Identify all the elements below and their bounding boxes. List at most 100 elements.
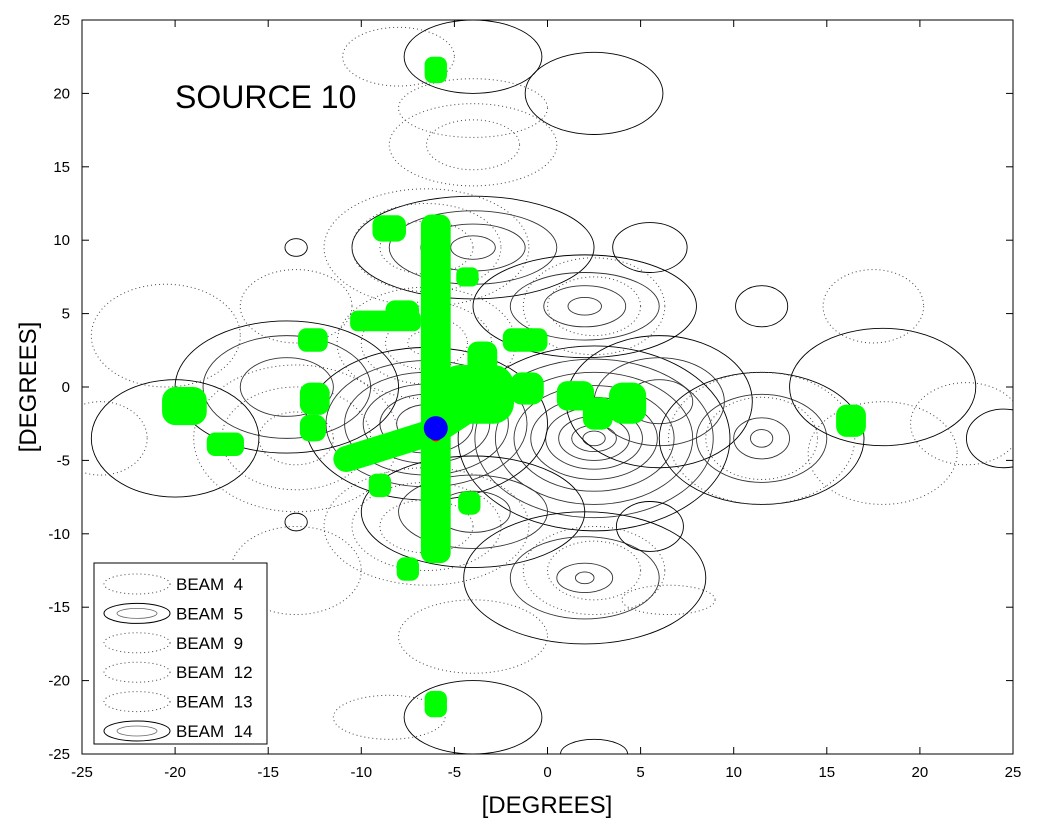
marker-layer xyxy=(423,416,448,442)
y-tick-label: -15 xyxy=(48,599,70,616)
x-tick-label: 15 xyxy=(818,764,835,781)
chart-title: SOURCE 10 xyxy=(175,79,356,115)
x-axis-label: [DEGREES] xyxy=(482,792,613,819)
green-region xyxy=(396,557,420,581)
green-region xyxy=(368,473,392,498)
contour-line xyxy=(239,357,334,417)
contour-line xyxy=(284,512,308,532)
contour-line xyxy=(522,257,666,356)
green-region xyxy=(297,328,328,352)
contour-line xyxy=(696,393,828,483)
y-tick-label: -20 xyxy=(48,673,70,690)
x-tick-label: 25 xyxy=(1005,764,1022,781)
legend-entry-label: BEAM 5 xyxy=(176,604,243,623)
contour-line xyxy=(556,562,614,593)
contour-line xyxy=(547,276,642,337)
legend-swatch xyxy=(103,602,171,624)
legend-entry-label: BEAM 14 xyxy=(176,722,253,741)
contour-line xyxy=(379,220,474,275)
legend-entry-label: BEAM 9 xyxy=(176,634,243,653)
contour-line xyxy=(612,222,688,273)
contour-line xyxy=(822,269,925,344)
contour-line xyxy=(509,536,660,620)
legend-swatch xyxy=(116,725,158,737)
x-tick-label: -5 xyxy=(448,764,461,781)
contour-line xyxy=(403,20,543,94)
contour-line xyxy=(733,417,791,460)
legend-swatch xyxy=(103,632,171,654)
green-region xyxy=(299,382,330,415)
green-region xyxy=(420,480,451,564)
contour-line xyxy=(789,327,977,447)
contour-line xyxy=(615,501,684,552)
x-tick-label: -10 xyxy=(350,764,372,781)
contour-line xyxy=(342,26,455,87)
contour-line xyxy=(543,285,627,328)
contour-line xyxy=(332,694,446,740)
contour-line xyxy=(910,382,1013,466)
contour-line xyxy=(567,297,602,316)
x-tick-label: 0 xyxy=(543,764,551,781)
x-tick-label: 20 xyxy=(912,764,929,781)
contour-line xyxy=(388,103,558,187)
green-region xyxy=(456,267,479,287)
y-tick-label: 5 xyxy=(62,306,70,323)
contour-line xyxy=(621,584,716,616)
contour-line xyxy=(425,119,521,171)
x-tick-label: -20 xyxy=(164,764,186,781)
y-tick-label: 15 xyxy=(53,159,70,176)
x-tick-label: -15 xyxy=(257,764,279,781)
contour-line xyxy=(472,254,697,359)
contour-line xyxy=(966,408,1013,469)
y-tick-label: 10 xyxy=(53,232,70,249)
y-tick-label: 25 xyxy=(53,12,70,29)
legend-swatch xyxy=(103,573,171,595)
green-region xyxy=(299,414,326,442)
green-region xyxy=(476,369,507,399)
contour-line xyxy=(513,385,675,492)
green-region xyxy=(467,341,498,374)
contour-line xyxy=(351,481,502,572)
legend-swatch xyxy=(103,691,171,713)
contour-line xyxy=(807,401,958,505)
green-region xyxy=(502,328,548,352)
contour-line xyxy=(582,430,606,447)
y-tick-label: -5 xyxy=(57,452,70,469)
contour-line xyxy=(174,320,399,454)
contour-line xyxy=(351,203,502,293)
y-axis-label: [DEGREES] xyxy=(15,322,42,453)
green-region xyxy=(424,56,447,84)
green-region xyxy=(385,300,420,327)
green-region xyxy=(162,387,207,426)
legend-swatch xyxy=(103,661,171,683)
x-tick-label: 10 xyxy=(725,764,742,781)
y-tick-label: 20 xyxy=(53,85,70,102)
contour-line xyxy=(668,371,856,505)
green-region xyxy=(582,397,613,430)
contour-line xyxy=(398,474,548,549)
legend-entry-label: BEAM 4 xyxy=(176,575,243,594)
contour-line xyxy=(398,599,548,674)
green-region xyxy=(424,690,447,718)
contour-line xyxy=(735,285,789,328)
contour-line xyxy=(398,78,548,138)
contour-line xyxy=(82,401,148,476)
contour-line xyxy=(463,511,707,645)
green-region xyxy=(608,382,647,424)
y-tick-label: -25 xyxy=(48,746,70,763)
contour-line xyxy=(522,525,666,616)
legend-box xyxy=(93,562,268,745)
contour-line xyxy=(457,345,731,532)
y-tick-label: -10 xyxy=(48,526,70,543)
contour-line xyxy=(494,371,694,505)
legend: BEAM 4 BEAM 5 BEAM 9 BEAM 12 BEAM 13 BEAM 14 xyxy=(93,562,268,745)
contour-line xyxy=(547,540,642,601)
contour-line xyxy=(284,238,308,257)
contour-line xyxy=(323,467,530,586)
x-tick-label: 5 xyxy=(636,764,644,781)
green-region xyxy=(420,214,451,516)
contour-line xyxy=(705,396,818,480)
green-region xyxy=(458,491,481,515)
green-region xyxy=(836,404,866,437)
